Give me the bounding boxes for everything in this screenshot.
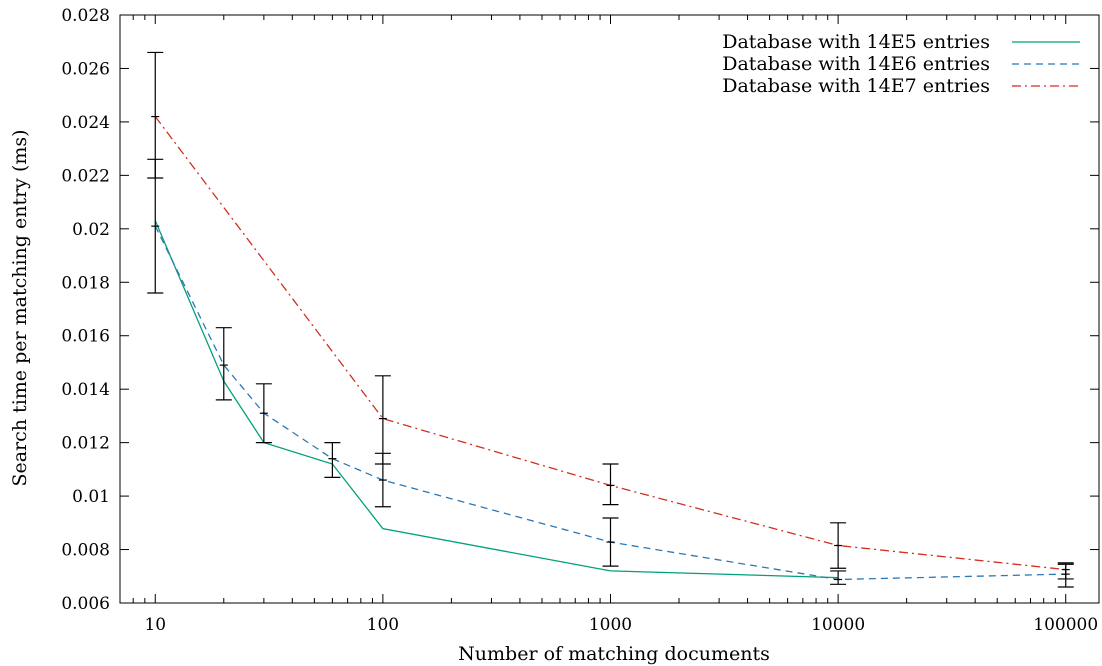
error-bar-series-3 (830, 522, 847, 569)
error-bar-series-2 (830, 570, 847, 585)
x-axis-title: Number of matching documents (458, 643, 770, 665)
y-tick-label: 0.016 (61, 327, 110, 347)
legend-label-3: Database with 14E7 entries (722, 75, 990, 97)
y-tick-label: 0.006 (61, 594, 110, 614)
error-bar-series-2 (255, 383, 272, 444)
error-bar-series-2 (147, 158, 164, 294)
x-tick-label: 10 (144, 615, 166, 635)
error-bar-series-2 (215, 327, 232, 401)
y-axis-ticks: 0.006 0.008 0.01 0.012 0.014 0.016 0.018 0.02 0.… (61, 6, 1099, 614)
plot-area-border (119, 14, 1100, 604)
legend-label-2: Database with 14E6 entries (722, 53, 990, 75)
legend-label-1: Database with 14E5 entries (722, 31, 990, 53)
error-bar-series-3 (602, 463, 619, 506)
error-bar-series-3 (374, 375, 391, 465)
y-axis-title: Search time per matching entry (ms) (9, 129, 31, 486)
x-tick-label: 1000 (589, 615, 632, 635)
x-tick-label: 100 (367, 615, 399, 635)
x-tick-label: 10000 (811, 615, 865, 635)
error-bar-series-2 (324, 442, 341, 478)
y-tick-label: 0.014 (61, 380, 110, 400)
y-tick-label: 0.012 (61, 434, 110, 454)
plot-frame (119, 14, 1100, 604)
x-axis-ticks: 10 100 1000 10000 100000 (132, 15, 1098, 635)
error-bar-series-3 (147, 51, 164, 179)
y-tick-label: 0.018 (61, 273, 110, 293)
y-tick-label: 0.028 (61, 6, 110, 26)
error-bar-series-3 (1057, 562, 1074, 580)
y-tick-label: 0.024 (61, 113, 110, 133)
series-group (154, 116, 1066, 581)
error-bar-series-2 (602, 517, 619, 567)
y-tick-label: 0.02 (72, 220, 110, 240)
error-bars-group (147, 51, 1074, 588)
y-tick-label: 0.01 (72, 487, 110, 507)
y-tick-label: 0.022 (61, 166, 110, 186)
y-tick-label: 0.026 (61, 59, 110, 79)
y-tick-label: 0.008 (61, 541, 110, 561)
series-line-1 (154, 220, 839, 579)
x-tick-label: 100000 (1033, 615, 1098, 635)
series-line-2 (154, 225, 1066, 581)
